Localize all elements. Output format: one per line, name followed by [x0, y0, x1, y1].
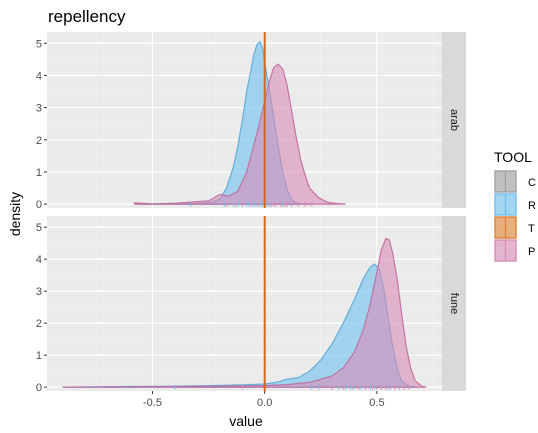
y-tick-label: 2 [36, 135, 42, 147]
y-axis-title: density [7, 192, 23, 236]
panel-arab: 0 1 2 3 4 5 arab [36, 32, 466, 211]
facet-strip [442, 216, 466, 391]
x-tick-label: -0.5 [143, 397, 162, 409]
y-tick-label: 1 [36, 167, 42, 179]
y-tick-label: 3 [36, 286, 42, 298]
legend-label-R: R [528, 200, 536, 212]
x-tick-label: 0.5 [369, 397, 384, 409]
y-tick-label: 1 [36, 350, 42, 362]
panels: 0 1 2 3 4 5 arab 0 1 2 3 4 5 fune -0.5 0.0 0.5 [36, 32, 466, 409]
chart-title: repellency [48, 7, 126, 26]
y-tick-label: 5 [36, 38, 42, 50]
y-tick-label: 3 [36, 103, 42, 115]
y-tick-label: 4 [36, 70, 42, 82]
y-tick-label: 5 [36, 222, 42, 234]
y-tick-label: 0 [36, 199, 42, 211]
y-tick-label: 0 [36, 382, 42, 394]
facet-strip-label: fune [448, 293, 460, 314]
panel-fune: 0 1 2 3 4 5 fune [36, 216, 466, 394]
x-axis-title: value [229, 413, 263, 429]
legend-label-T: T [528, 223, 535, 235]
y-tick-label: 4 [36, 254, 42, 266]
density-area-P [133, 63, 346, 205]
legend-label-P: P [528, 246, 535, 258]
legend-label-C: C [528, 177, 536, 189]
facet-strip [442, 32, 466, 208]
legend-title: TOOL [494, 149, 532, 165]
facet-strip-label: arab [448, 109, 460, 131]
x-tick-label: 0.0 [257, 397, 272, 409]
y-tick-label: 2 [36, 318, 42, 330]
